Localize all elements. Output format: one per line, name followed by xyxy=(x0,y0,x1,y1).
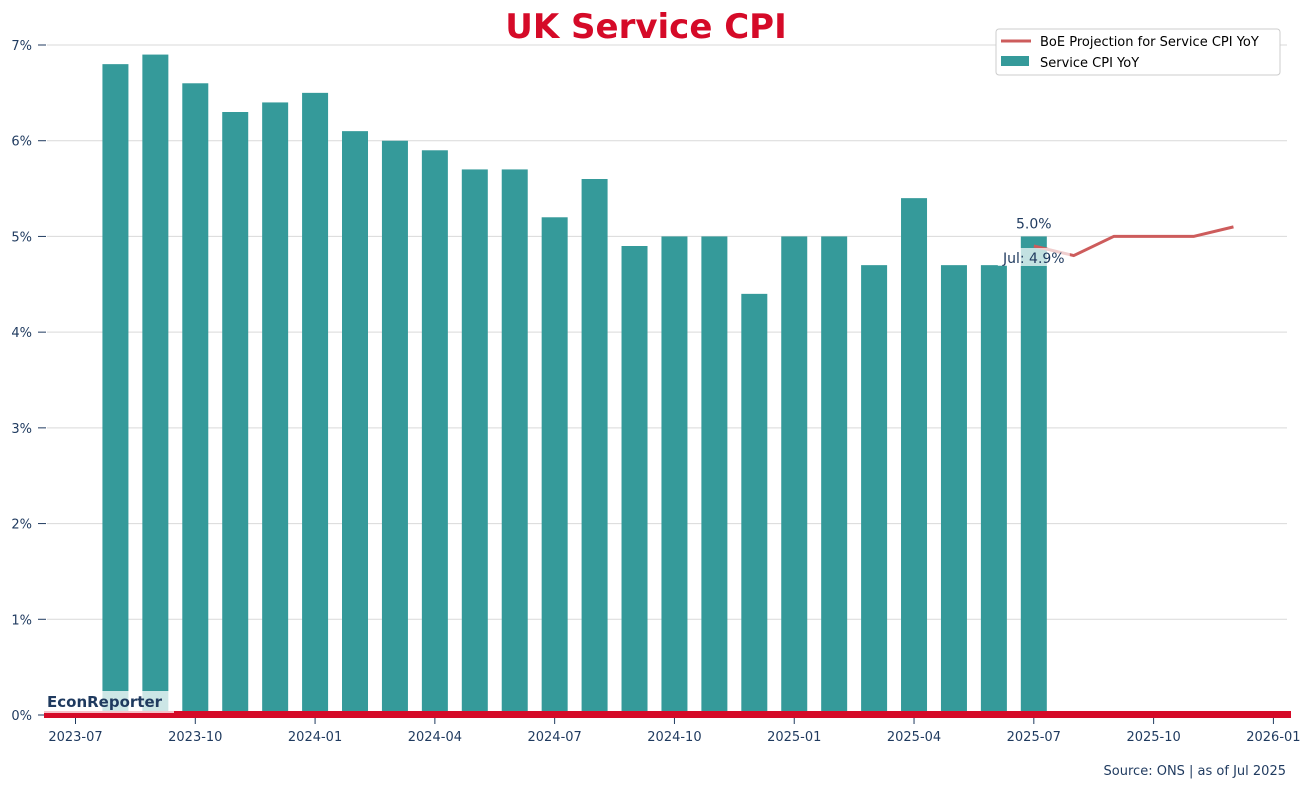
y-tick-label: 4% xyxy=(11,326,32,341)
x-tick-label: 2024-01 xyxy=(288,730,342,745)
bar xyxy=(262,102,289,715)
annotation-background xyxy=(997,248,1070,266)
data-label: 5.0% xyxy=(1016,216,1052,232)
bar xyxy=(302,92,329,716)
baseline-bar xyxy=(44,711,1291,718)
bar xyxy=(381,140,408,715)
y-tick-label: 3% xyxy=(11,422,32,437)
legend: BoE Projection for Service CPI YoY Servi… xyxy=(995,28,1281,76)
x-tick-label: 2024-04 xyxy=(408,730,462,745)
legend-label-service-cpi: Service CPI YoY xyxy=(1040,56,1139,71)
bar xyxy=(102,64,129,715)
y-tick-label: 0% xyxy=(11,709,32,724)
x-tick-label: 2026-01 xyxy=(1246,730,1300,745)
bar xyxy=(701,236,728,715)
bar xyxy=(581,179,608,715)
bar xyxy=(541,217,568,716)
y-tick-label: 1% xyxy=(11,613,32,628)
bar xyxy=(182,83,209,716)
x-tick-label: 2025-04 xyxy=(887,730,941,745)
y-axis: 0% 1% 2% 3% 4% 5% 6% 7% xyxy=(11,39,46,724)
x-axis: 2023-07 2023-10 2024-01 2024-04 2024-07 2024-… xyxy=(48,718,1301,745)
x-tick-label: 2025-01 xyxy=(767,730,821,745)
x-tick-label: 2024-07 xyxy=(527,730,581,745)
annotations: 5.0% Jul: 4.9% xyxy=(997,216,1070,267)
bar xyxy=(342,131,369,716)
bar xyxy=(861,265,888,715)
x-tick-label: 2023-10 xyxy=(168,730,222,745)
legend-label-projection: BoE Projection for Service CPI YoY xyxy=(1040,35,1259,50)
bar xyxy=(142,54,169,716)
bar xyxy=(461,169,488,715)
source-note: Source: ONS | as of Jul 2025 xyxy=(1104,764,1286,779)
bar xyxy=(980,265,1007,715)
bar xyxy=(940,265,967,715)
x-tick-label: 2025-07 xyxy=(1007,730,1061,745)
brand-background xyxy=(44,691,174,713)
x-tick-label: 2025-10 xyxy=(1126,730,1180,745)
y-tick-label: 7% xyxy=(11,39,32,54)
x-tick-label: 2023-07 xyxy=(48,730,102,745)
bar xyxy=(421,150,448,716)
bar xyxy=(661,236,688,715)
chart-title: UK Service CPI xyxy=(505,7,787,47)
brand-label: EconReporter xyxy=(47,693,163,711)
bar xyxy=(821,236,848,715)
bar xyxy=(741,293,768,715)
bar xyxy=(1020,236,1047,715)
bar xyxy=(901,198,928,716)
data-label: Jul: 4.9% xyxy=(1002,251,1065,267)
legend-swatch-bar xyxy=(1001,56,1029,66)
y-tick-label: 6% xyxy=(11,135,32,150)
legend-box xyxy=(995,28,1281,76)
bar-series xyxy=(102,54,1047,716)
bar xyxy=(501,169,528,715)
bar xyxy=(621,246,648,715)
bar xyxy=(781,236,808,715)
y-tick-label: 5% xyxy=(11,230,32,245)
bar xyxy=(222,112,249,715)
y-tick-label: 2% xyxy=(11,518,32,533)
x-tick-label: 2024-10 xyxy=(647,730,701,745)
